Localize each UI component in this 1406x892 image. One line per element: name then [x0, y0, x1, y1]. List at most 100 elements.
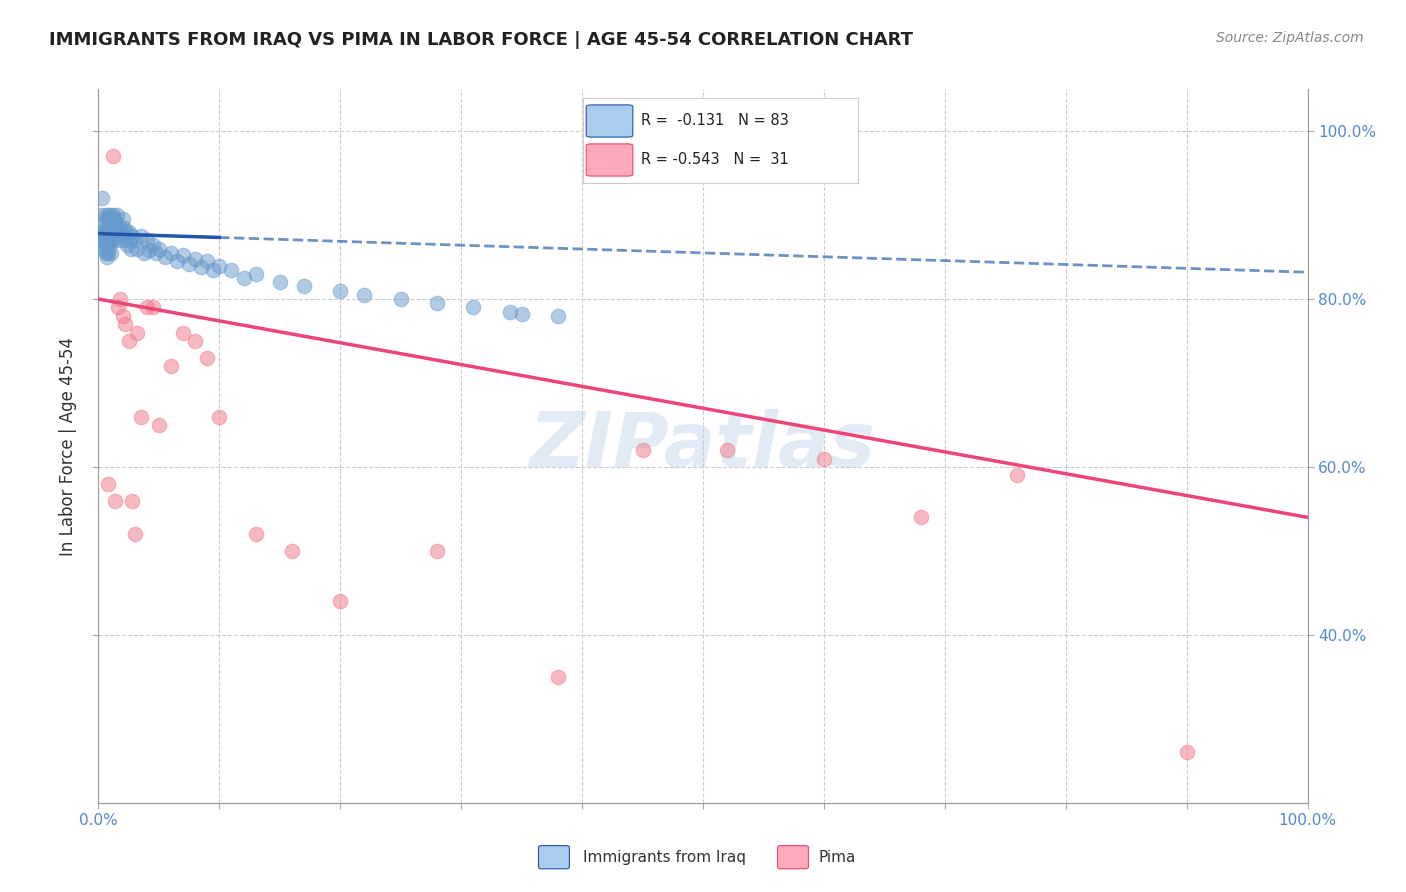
Text: Pima: Pima: [818, 850, 856, 864]
Point: [269, 275, 291, 289]
Point: [91, 242, 114, 256]
Point: [91, 225, 114, 239]
Point: [97, 246, 120, 260]
Point: [510, 307, 533, 321]
Point: [145, 246, 167, 260]
Point: [172, 248, 194, 262]
Point: [135, 301, 157, 315]
Point: [111, 309, 134, 323]
Point: [160, 359, 183, 374]
Point: [202, 262, 225, 277]
Point: [93, 229, 115, 244]
Point: [120, 242, 142, 256]
Point: [101, 220, 124, 235]
Point: [93, 237, 115, 252]
Point: [148, 242, 170, 256]
Point: [118, 225, 141, 239]
Point: [103, 227, 125, 241]
Point: [91, 233, 114, 247]
Point: [100, 214, 122, 228]
Point: [245, 527, 267, 541]
Text: Source: ZipAtlas.com: Source: ZipAtlas.com: [1216, 31, 1364, 45]
Point: [114, 233, 136, 247]
Point: [100, 233, 122, 247]
Point: [94, 233, 117, 247]
Point: [103, 212, 125, 227]
Point: [547, 309, 569, 323]
Point: [463, 301, 485, 315]
Point: [108, 229, 131, 244]
Point: [101, 149, 124, 163]
Text: R =  -0.131   N = 83: R = -0.131 N = 83: [641, 113, 789, 128]
Point: [105, 225, 128, 239]
Point: [184, 334, 207, 348]
Point: [107, 301, 129, 315]
Point: [107, 217, 129, 231]
Point: [631, 443, 654, 458]
Point: [108, 292, 131, 306]
Point: [160, 246, 183, 260]
Point: [117, 237, 139, 252]
Point: [221, 262, 243, 277]
Point: [281, 544, 304, 558]
Point: [166, 254, 188, 268]
Point: [108, 233, 131, 247]
Point: [208, 409, 231, 424]
Point: [813, 451, 835, 466]
Point: [93, 217, 115, 231]
Point: [353, 288, 375, 302]
Point: [121, 493, 143, 508]
Point: [121, 229, 143, 244]
Point: [127, 242, 149, 256]
Point: [97, 208, 120, 222]
Point: [138, 244, 160, 258]
Point: [96, 237, 118, 252]
Point: [1007, 468, 1029, 483]
Point: [124, 527, 146, 541]
Point: [547, 670, 569, 684]
Point: [184, 252, 207, 266]
Point: [104, 218, 127, 232]
Point: [105, 208, 128, 222]
Point: [208, 259, 231, 273]
Point: [96, 212, 118, 227]
Point: [153, 250, 176, 264]
Point: [101, 233, 124, 247]
Point: [389, 292, 412, 306]
Point: [910, 510, 932, 524]
FancyBboxPatch shape: [586, 105, 633, 137]
Point: [124, 233, 146, 247]
Point: [111, 212, 134, 227]
Point: [98, 240, 121, 254]
Point: [98, 227, 121, 241]
Point: [98, 212, 121, 227]
Point: [97, 476, 120, 491]
Point: [134, 246, 156, 260]
Text: R = -0.543   N =  31: R = -0.543 N = 31: [641, 153, 789, 168]
Point: [94, 208, 117, 222]
Point: [97, 233, 120, 247]
Point: [426, 296, 449, 310]
Point: [148, 417, 170, 432]
Point: [172, 326, 194, 340]
Point: [142, 237, 165, 252]
Point: [498, 304, 520, 318]
Point: [91, 191, 114, 205]
FancyBboxPatch shape: [586, 144, 633, 176]
Point: [100, 227, 122, 241]
Point: [426, 544, 449, 558]
Text: ZIPatlas: ZIPatlas: [530, 409, 876, 483]
Point: [112, 220, 135, 235]
Point: [100, 208, 122, 222]
Point: [96, 250, 118, 264]
Point: [195, 351, 218, 365]
Point: [118, 233, 141, 247]
Y-axis label: In Labor Force | Age 45-54: In Labor Force | Age 45-54: [59, 336, 77, 556]
Point: [329, 594, 352, 608]
Point: [110, 223, 132, 237]
Point: [129, 409, 152, 424]
Point: [115, 225, 138, 239]
Point: [101, 208, 124, 222]
Text: Immigrants from Iraq: Immigrants from Iraq: [583, 850, 747, 864]
Point: [245, 267, 267, 281]
